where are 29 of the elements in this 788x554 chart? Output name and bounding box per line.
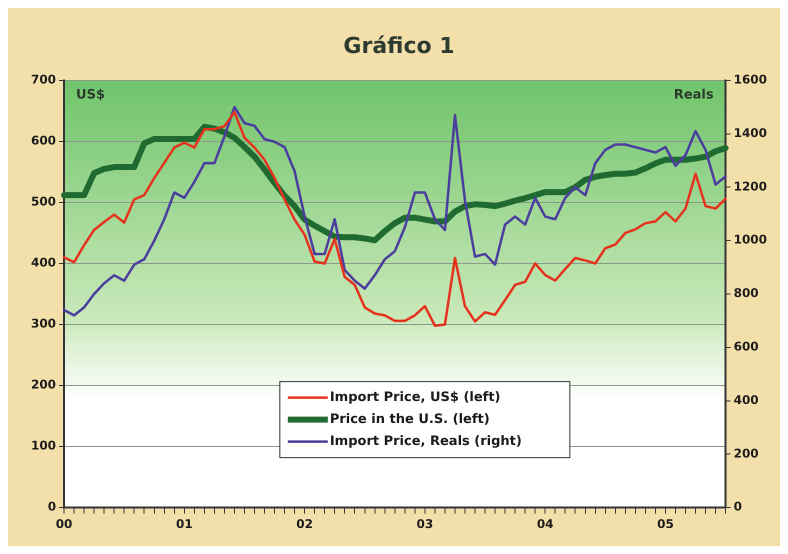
- y-tick-label: 700: [30, 72, 56, 87]
- y2-tick-label: 800: [734, 286, 759, 300]
- y2-tick-label: 200: [734, 446, 759, 460]
- y2-tick-label: 0: [734, 500, 742, 514]
- y2-tick-label: 1600: [734, 72, 768, 87]
- chart-title: Gráfico 1: [343, 34, 455, 59]
- y2-tick-label: 600: [734, 340, 759, 354]
- y-tick-label: 300: [30, 316, 56, 331]
- legend-label: Price in the U.S. (left): [330, 412, 490, 427]
- y-tick-label: 100: [30, 438, 56, 453]
- x-tick-label: 04: [536, 516, 554, 531]
- x-tick-label: 00: [56, 516, 72, 531]
- legend-label: Import Price, US$ (left): [330, 390, 500, 405]
- y-tick-label: 600: [30, 134, 56, 148]
- y2-axis-title: Reals: [674, 87, 714, 102]
- x-tick-label: 02: [296, 516, 313, 531]
- legend-label: Import Price, Reals (right): [330, 434, 522, 449]
- y-tick-label: 400: [30, 256, 56, 270]
- x-tick-label: 05: [657, 516, 674, 531]
- y2-tick-label: 1000: [734, 232, 768, 247]
- y2-tick-label: 1400: [734, 126, 768, 140]
- x-tick-label: 03: [416, 516, 434, 531]
- y-axis-title: US$: [76, 87, 106, 102]
- y-tick-label: 500: [30, 194, 56, 209]
- y2-tick-label: 1200: [734, 179, 768, 194]
- y2-tick-label: 400: [734, 392, 759, 407]
- x-tick-label: 01: [176, 516, 193, 531]
- y-tick-label: 200: [30, 378, 56, 392]
- y-tick-label: 0: [48, 500, 56, 514]
